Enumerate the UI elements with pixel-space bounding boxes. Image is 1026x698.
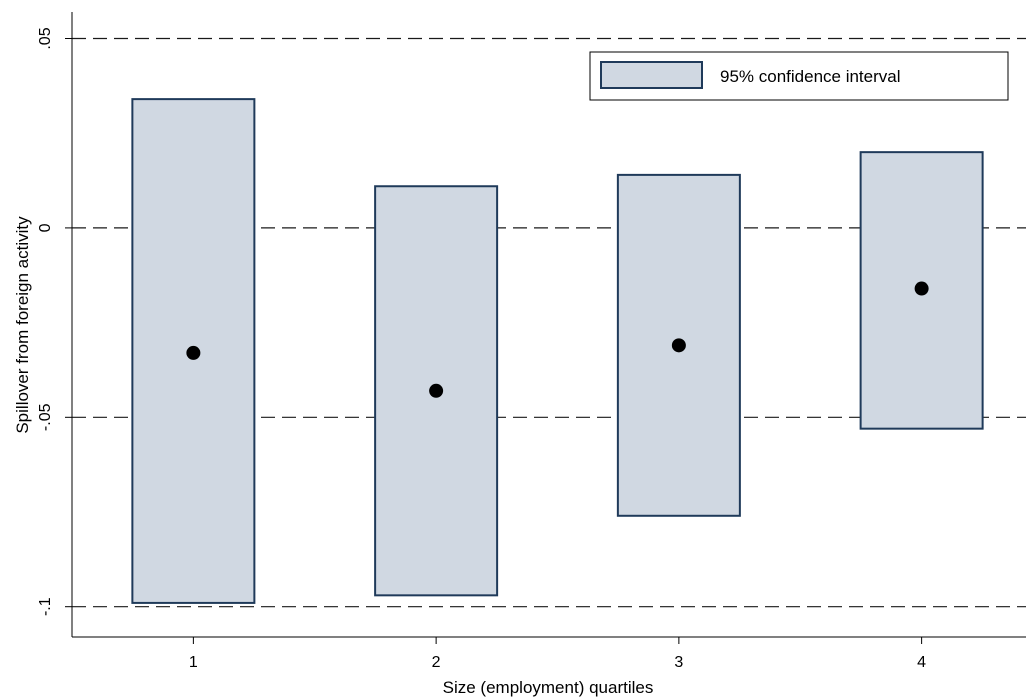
interval-layer <box>131 98 984 604</box>
point-estimate <box>671 338 686 353</box>
y-axis-title: Spillover from foreign activity <box>13 216 32 434</box>
x-axis-title: Size (employment) quartiles <box>443 678 654 697</box>
legend-label: 95% confidence interval <box>720 67 901 86</box>
point-layer <box>186 281 929 398</box>
y-tick-label: -.05 <box>37 403 54 431</box>
x-tick-label: 3 <box>674 654 683 671</box>
y-tick-label: 0 <box>37 223 54 232</box>
y-tick-label: -.1 <box>37 597 54 616</box>
legend-swatch <box>600 61 703 89</box>
x-tick-label: 2 <box>432 654 441 671</box>
point-estimate <box>429 383 444 398</box>
legend-frame <box>589 51 1009 101</box>
x-tick-label: 1 <box>189 654 198 671</box>
y-tick-label: .05 <box>37 27 54 49</box>
ci-box <box>131 98 256 604</box>
legend: 95% confidence interval <box>589 51 1009 101</box>
point-estimate <box>186 345 201 360</box>
point-estimate <box>914 281 929 296</box>
axis-layer: .05 0 -.05 -.1 1 2 3 4 <box>37 12 1026 671</box>
x-tick-label: 4 <box>917 654 926 671</box>
